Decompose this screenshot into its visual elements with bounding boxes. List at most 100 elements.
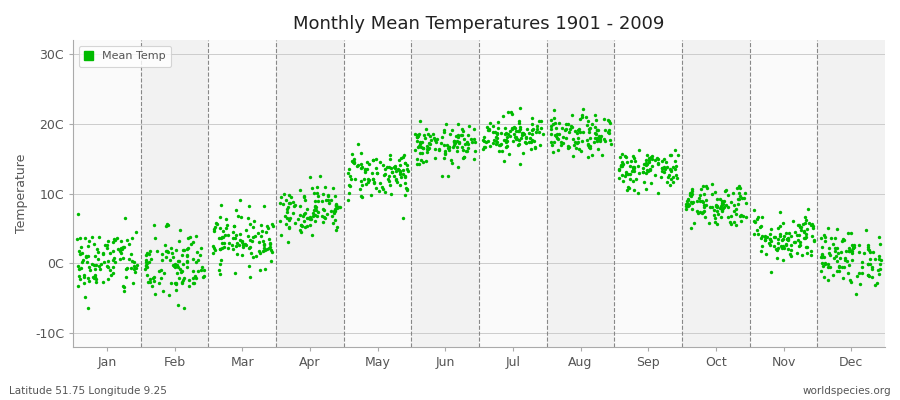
Point bbox=[814, 268, 829, 274]
Point bbox=[581, 129, 596, 135]
Point bbox=[554, 142, 568, 148]
Point bbox=[461, 131, 475, 138]
Point bbox=[276, 191, 291, 198]
Point bbox=[475, 137, 490, 143]
Point bbox=[235, 252, 249, 258]
Point bbox=[256, 244, 271, 251]
Point bbox=[185, 256, 200, 262]
Point bbox=[800, 244, 814, 250]
Point bbox=[179, 246, 194, 252]
Point bbox=[643, 154, 657, 161]
Point bbox=[187, 280, 202, 286]
Point bbox=[396, 171, 410, 177]
Point bbox=[517, 131, 531, 137]
Point bbox=[217, 240, 231, 246]
Point bbox=[547, 139, 562, 146]
Point bbox=[210, 221, 224, 228]
Point bbox=[378, 166, 392, 172]
Point bbox=[233, 214, 248, 220]
Point bbox=[650, 155, 664, 162]
Point bbox=[366, 157, 381, 164]
Point bbox=[847, 242, 861, 248]
Point bbox=[374, 184, 389, 190]
Point bbox=[500, 142, 514, 149]
Point bbox=[737, 195, 751, 202]
Point bbox=[515, 130, 529, 137]
Point bbox=[263, 241, 277, 248]
Point bbox=[550, 134, 564, 141]
Point bbox=[446, 142, 461, 148]
Point bbox=[362, 161, 376, 167]
Point bbox=[309, 207, 323, 213]
Point bbox=[612, 166, 626, 173]
Point bbox=[384, 169, 399, 175]
Point bbox=[721, 192, 735, 198]
Point bbox=[571, 130, 585, 136]
Point bbox=[125, 280, 140, 286]
Point bbox=[82, 264, 96, 270]
Point bbox=[412, 118, 427, 124]
Point bbox=[431, 147, 446, 153]
Point bbox=[518, 140, 533, 146]
Point bbox=[176, 261, 191, 267]
Point bbox=[216, 244, 230, 250]
Point bbox=[454, 125, 469, 132]
Point bbox=[85, 261, 99, 268]
Point bbox=[124, 258, 139, 264]
Point bbox=[714, 214, 728, 220]
Point bbox=[168, 247, 183, 253]
Point bbox=[499, 137, 513, 144]
Point bbox=[300, 205, 314, 212]
Point bbox=[456, 135, 471, 142]
Point bbox=[158, 242, 172, 248]
Point bbox=[252, 239, 266, 245]
Point bbox=[81, 275, 95, 281]
Point bbox=[664, 168, 679, 174]
Point bbox=[342, 182, 356, 188]
Point bbox=[207, 245, 221, 252]
Point bbox=[508, 134, 523, 140]
Text: Latitude 51.75 Longitude 9.25: Latitude 51.75 Longitude 9.25 bbox=[9, 386, 166, 396]
Point bbox=[259, 229, 274, 235]
Point bbox=[424, 137, 438, 144]
Point bbox=[237, 242, 251, 248]
Point bbox=[108, 236, 122, 243]
Point bbox=[177, 305, 192, 312]
Point bbox=[498, 131, 512, 137]
Bar bbox=[344, 40, 411, 347]
Point bbox=[655, 165, 670, 171]
Point bbox=[544, 139, 558, 145]
Point bbox=[845, 248, 859, 254]
Point bbox=[617, 153, 632, 160]
Point bbox=[481, 138, 495, 144]
Point bbox=[579, 114, 593, 120]
Point bbox=[626, 153, 640, 159]
Point bbox=[396, 166, 410, 173]
Point bbox=[626, 167, 641, 173]
Point bbox=[158, 248, 173, 254]
Point bbox=[230, 243, 244, 250]
Point bbox=[872, 253, 886, 260]
Point bbox=[614, 163, 628, 170]
Point bbox=[666, 174, 680, 180]
Point bbox=[492, 142, 507, 149]
Point bbox=[664, 166, 679, 173]
Point bbox=[261, 244, 275, 251]
Point bbox=[468, 138, 482, 145]
Point bbox=[209, 220, 223, 227]
Point bbox=[552, 120, 566, 126]
Point bbox=[69, 236, 84, 242]
Point bbox=[792, 243, 806, 249]
Point bbox=[342, 166, 356, 172]
Point bbox=[651, 189, 665, 196]
Point bbox=[638, 170, 652, 176]
Point bbox=[387, 164, 401, 170]
Point bbox=[837, 237, 851, 244]
Point bbox=[399, 185, 413, 192]
Point bbox=[587, 139, 601, 145]
Point bbox=[370, 170, 384, 176]
Point bbox=[746, 218, 760, 224]
Point bbox=[585, 121, 599, 127]
Point bbox=[779, 236, 794, 242]
Point bbox=[213, 257, 228, 263]
